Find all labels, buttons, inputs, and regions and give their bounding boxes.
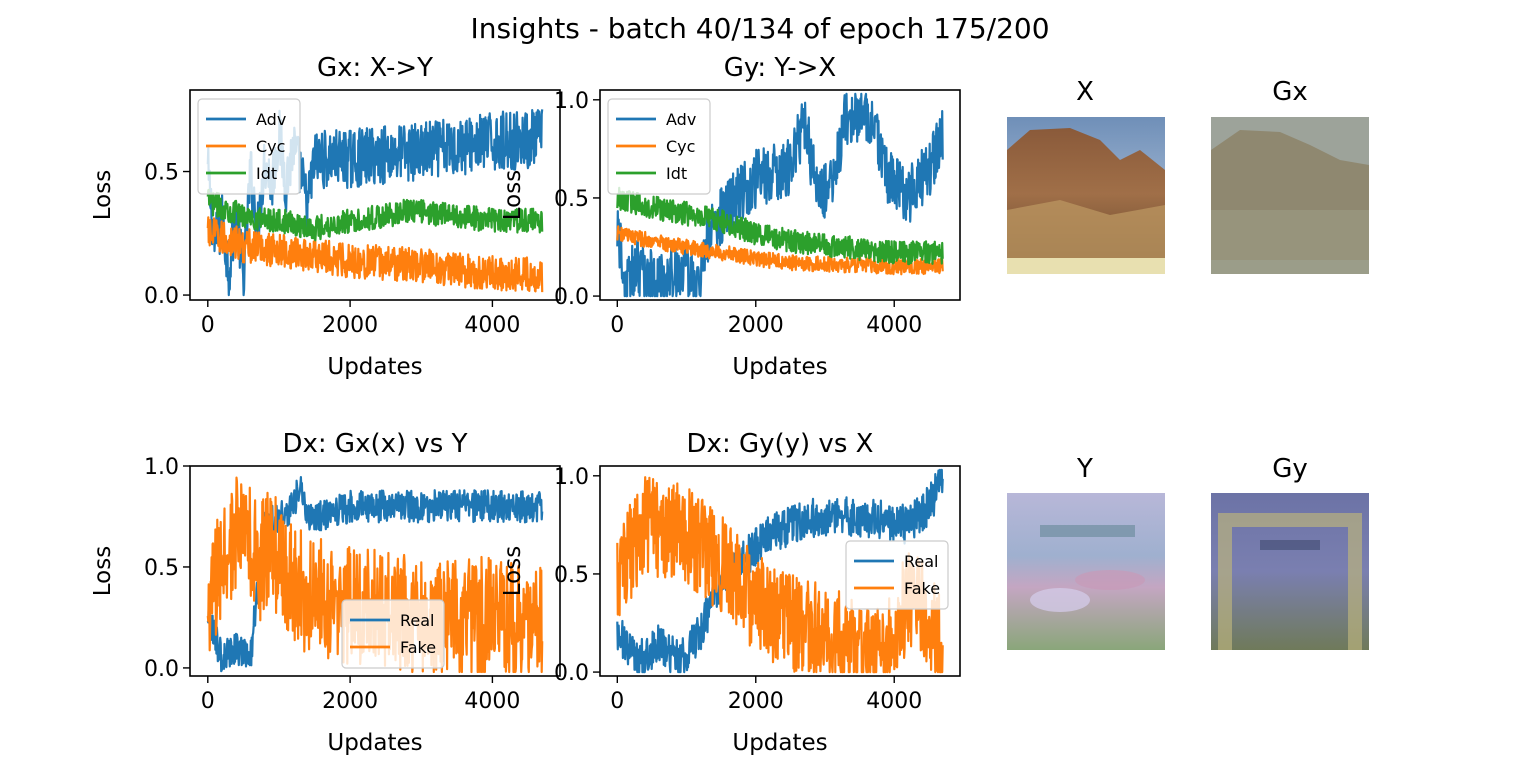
series-line-real bbox=[616, 468, 944, 674]
image-x bbox=[1007, 117, 1165, 274]
chart-dx-gy: Dx: Gy(y) vs X 0 2000 4000 0.0 0.5 1.0 Updates L… bbox=[500, 429, 961, 756]
y-tick-label: 0.0 bbox=[144, 284, 179, 309]
x-tick-label: 2000 bbox=[322, 689, 378, 714]
plot-frame bbox=[599, 89, 961, 301]
legend: Adv Cyc Idt bbox=[607, 98, 711, 195]
y-axis-label: Loss bbox=[90, 170, 116, 220]
image-panel-y: Y bbox=[1007, 454, 1165, 650]
chart-title: Dx: Gy(y) vs X bbox=[687, 429, 874, 459]
figure-suptitle: Insights - batch 40/134 of epoch 175/200 bbox=[470, 12, 1049, 45]
x-tick-label: 4000 bbox=[464, 689, 520, 714]
legend-label: Fake bbox=[400, 638, 436, 657]
y-tick-label: 0.0 bbox=[554, 285, 589, 310]
y-axis-label: Loss bbox=[500, 546, 526, 596]
image-y bbox=[1007, 493, 1165, 650]
x-tick-label: 4000 bbox=[866, 689, 922, 714]
image-panel-gy: Gy bbox=[1211, 454, 1369, 650]
image-title-y: Y bbox=[1076, 454, 1093, 484]
y-tick-label: 0.0 bbox=[554, 661, 589, 686]
plot-frame bbox=[189, 465, 561, 677]
y-axis-label: Loss bbox=[90, 546, 116, 596]
x-tick-label: 0 bbox=[201, 313, 215, 338]
legend-label: Real bbox=[904, 552, 939, 571]
y-tick-label: 1.0 bbox=[554, 89, 589, 114]
chart-dx-gx: Dx: Gx(x) vs Y 0 2000 4000 0.0 0.5 1.0 Updates L… bbox=[90, 429, 561, 756]
legend-label: Idt bbox=[666, 164, 687, 183]
y-tick-label: 0.5 bbox=[554, 563, 589, 588]
x-tick-label: 2000 bbox=[728, 689, 784, 714]
image-title-gx: Gx bbox=[1272, 77, 1308, 107]
y-tick-label: 1.0 bbox=[144, 455, 179, 480]
y-tick-label: 1.0 bbox=[554, 465, 589, 490]
x-tick-label: 2000 bbox=[322, 313, 378, 338]
image-gx bbox=[1211, 117, 1369, 274]
x-tick-label: 0 bbox=[610, 689, 624, 714]
y-tick-label: 0.5 bbox=[144, 161, 179, 186]
x-tick-label: 4000 bbox=[464, 313, 520, 338]
image-title-gy: Gy bbox=[1272, 454, 1308, 484]
y-axis-label: Loss bbox=[500, 170, 526, 220]
x-axis-label: Updates bbox=[732, 730, 827, 756]
series-line-adv bbox=[616, 92, 944, 298]
plot-frame bbox=[189, 89, 561, 301]
legend-label: Adv bbox=[256, 110, 286, 129]
legend-label: Cyc bbox=[256, 137, 285, 156]
image-gy bbox=[1211, 493, 1369, 650]
legend-label: Adv bbox=[666, 110, 696, 129]
legend: Adv Cyc Idt bbox=[197, 98, 301, 195]
x-tick-label: 0 bbox=[201, 689, 215, 714]
x-tick-label: 2000 bbox=[728, 313, 784, 338]
legend-label: Idt bbox=[256, 164, 277, 183]
series-line-fake bbox=[616, 476, 944, 674]
series-line-idt bbox=[616, 186, 944, 266]
x-tick-label: 0 bbox=[610, 313, 624, 338]
legend-label: Fake bbox=[904, 579, 940, 598]
y-tick-label: 0.5 bbox=[554, 187, 589, 212]
x-axis-label: Updates bbox=[327, 354, 422, 380]
legend: Real Fake bbox=[845, 540, 949, 610]
y-tick-label: 0.0 bbox=[144, 657, 179, 682]
series-line-cyc bbox=[206, 216, 544, 293]
chart-gx: Gx: X->Y 0 2000 4000 0.0 0.5 Updates Loss Adv Cyc… bbox=[90, 53, 561, 380]
chart-title: Gy: Y->X bbox=[724, 53, 836, 83]
legend-label: Real bbox=[400, 611, 435, 630]
chart-gy: Gy: Y->X 0 2000 4000 0.0 0.5 1.0 Updates Loss Adv… bbox=[500, 53, 961, 380]
x-axis-label: Updates bbox=[732, 354, 827, 380]
plot-frame bbox=[599, 465, 961, 677]
image-panel-gx: Gx bbox=[1211, 77, 1369, 274]
series-line-cyc bbox=[616, 225, 944, 276]
image-panel-x: X bbox=[1007, 77, 1165, 274]
legend-label: Cyc bbox=[666, 137, 695, 156]
x-tick-label: 4000 bbox=[866, 313, 922, 338]
x-axis-label: Updates bbox=[327, 730, 422, 756]
series-line-idt bbox=[206, 188, 544, 242]
chart-title: Gx: X->Y bbox=[317, 53, 433, 83]
chart-title: Dx: Gx(x) vs Y bbox=[283, 429, 468, 459]
legend: Real Fake bbox=[341, 599, 445, 669]
image-title-x: X bbox=[1076, 77, 1094, 107]
y-tick-label: 0.5 bbox=[144, 556, 179, 581]
